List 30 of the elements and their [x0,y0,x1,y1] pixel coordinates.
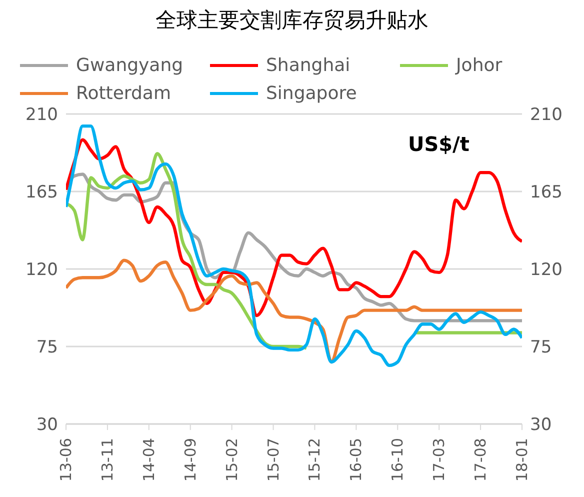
chart-title: 全球主要交割库存贸易升贴水 [154,7,430,34]
x-tick-label: 15-12 [306,438,324,482]
y2-tick-label: 210 [530,105,562,126]
y-tick-label: 30 [36,415,58,436]
x-tick-label: 17-03 [430,438,448,482]
x-tick-label: 17-08 [472,438,490,482]
y2-tick-label: 165 [530,182,562,203]
x-tick-label: 15-07 [264,438,282,482]
legend-label: Singapore [266,82,357,104]
x-tick-label: 13-06 [57,438,75,482]
legend-label: Shanghai [266,54,350,76]
legend-label: Rotterdam [76,82,171,104]
x-tick-label: 16-05 [347,438,366,482]
x-tick-label: 16-10 [388,438,407,482]
annotation: US$/t [408,132,470,156]
y2-tick-label: 30 [530,415,552,436]
x-tick-label: 18-01 [513,438,531,482]
x-tick-label: 14-04 [140,438,158,482]
y-tick-label: 75 [36,338,58,358]
y2-tick-label: 75 [530,338,552,358]
legend-label: Johor [456,54,502,76]
x-tick-label: 13-11 [98,438,116,482]
y2-tick-label: 120 [530,260,562,280]
y-tick-label: 210 [26,105,58,126]
y-tick-label: 165 [26,182,58,203]
line-series [66,124,522,368]
y-tick-label: 120 [26,260,58,280]
legend-label: Gwangyang [76,54,184,76]
x-tick-label: 14-09 [181,438,200,482]
x-tick-label: 15-02 [222,438,241,482]
